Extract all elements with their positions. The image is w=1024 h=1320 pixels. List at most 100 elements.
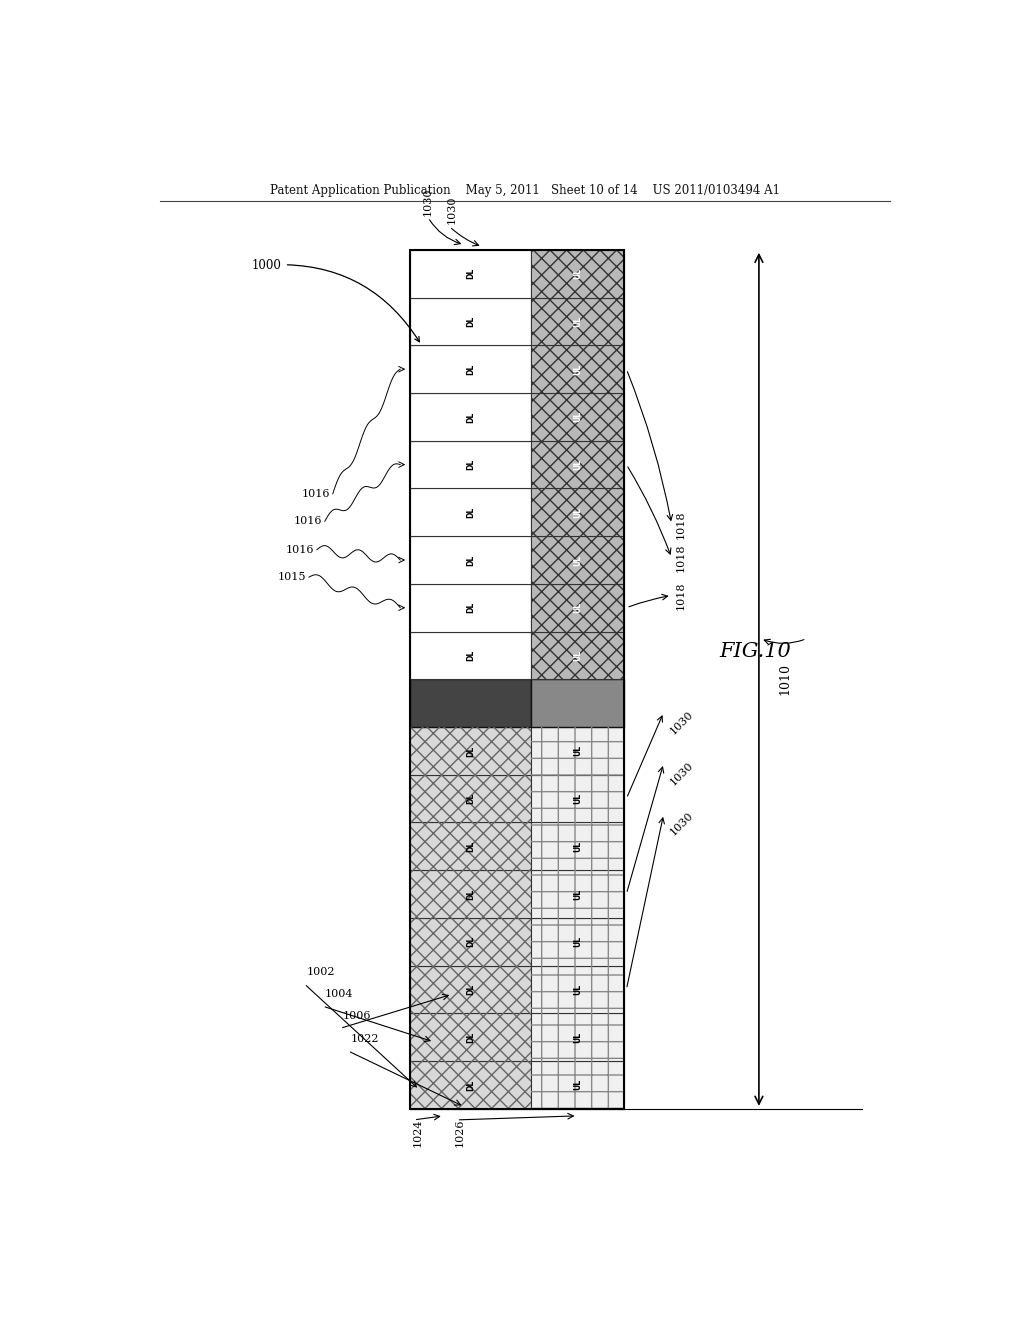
Text: DL: DL	[466, 602, 475, 614]
Text: DL: DL	[466, 412, 475, 422]
Text: UL: UL	[572, 983, 582, 995]
Bar	[410, 249, 624, 1109]
Text: 1030: 1030	[446, 195, 457, 224]
Text: UL: UL	[572, 1032, 582, 1043]
Bar	[410, 917, 530, 966]
Text: UL: UL	[572, 936, 582, 948]
Text: UL: UL	[572, 412, 582, 422]
Text: DL: DL	[466, 315, 475, 327]
Text: UL: UL	[572, 315, 582, 327]
Bar	[410, 1014, 530, 1061]
Text: 1016: 1016	[302, 488, 331, 499]
Bar	[530, 727, 624, 775]
Text: 1018: 1018	[676, 544, 686, 572]
Bar	[530, 393, 624, 441]
Text: 1006: 1006	[342, 1011, 371, 1022]
Bar	[410, 393, 530, 441]
Text: DL: DL	[466, 363, 475, 375]
Bar	[530, 346, 624, 393]
Text: 1022: 1022	[350, 1034, 379, 1044]
Text: 1030: 1030	[668, 810, 695, 838]
Text: 1018: 1018	[676, 581, 686, 610]
Bar	[410, 346, 530, 393]
Bar	[530, 297, 624, 346]
Text: UL: UL	[572, 554, 582, 565]
Bar	[410, 822, 530, 870]
Text: Patent Application Publication    May 5, 2011   Sheet 10 of 14    US 2011/010349: Patent Application Publication May 5, 20…	[269, 183, 780, 197]
Text: 1026: 1026	[455, 1119, 465, 1147]
Text: 1010: 1010	[779, 664, 792, 696]
Text: 1016: 1016	[294, 516, 323, 527]
Bar	[410, 631, 530, 680]
Bar	[410, 1014, 530, 1061]
Bar	[530, 822, 624, 870]
Text: DL: DL	[466, 459, 475, 470]
Text: UL: UL	[572, 793, 582, 804]
Bar	[410, 441, 530, 488]
Bar	[410, 966, 530, 1014]
Bar	[530, 488, 624, 536]
Text: DL: DL	[466, 268, 475, 280]
Bar	[530, 297, 624, 346]
Bar	[530, 488, 624, 536]
Text: DL: DL	[466, 746, 475, 756]
Text: 1024: 1024	[413, 1119, 423, 1147]
Bar	[530, 441, 624, 488]
Bar	[530, 775, 624, 822]
Bar	[410, 775, 530, 822]
Bar	[410, 249, 530, 297]
Bar	[530, 441, 624, 488]
Bar	[530, 1061, 624, 1109]
Text: DL: DL	[466, 1031, 475, 1043]
Bar	[410, 297, 530, 346]
Bar	[530, 917, 624, 966]
Text: UL: UL	[572, 602, 582, 614]
Bar	[530, 775, 624, 822]
Text: 1030: 1030	[668, 709, 695, 737]
Text: DL: DL	[466, 649, 475, 661]
Text: FIG.10: FIG.10	[719, 642, 791, 661]
Bar	[530, 680, 624, 727]
Text: UL: UL	[572, 268, 582, 280]
Text: UL: UL	[572, 1080, 582, 1090]
Text: UL: UL	[572, 507, 582, 517]
Bar	[530, 536, 624, 583]
Bar	[410, 822, 530, 870]
Bar	[410, 917, 530, 966]
Text: UL: UL	[572, 746, 582, 756]
Text: UL: UL	[572, 459, 582, 470]
Bar	[530, 966, 624, 1014]
Bar	[530, 917, 624, 966]
Bar	[530, 249, 624, 297]
Bar	[530, 1014, 624, 1061]
Bar	[410, 870, 530, 917]
Text: 1030: 1030	[668, 760, 695, 787]
Text: 1004: 1004	[325, 989, 353, 999]
Text: 1000: 1000	[252, 259, 420, 342]
Bar	[410, 1061, 530, 1109]
Text: DL: DL	[466, 983, 475, 995]
Text: DL: DL	[466, 507, 475, 517]
Bar	[530, 1014, 624, 1061]
Text: UL: UL	[572, 888, 582, 900]
Text: UL: UL	[572, 363, 582, 375]
Bar	[530, 249, 624, 297]
Text: UL: UL	[572, 841, 582, 851]
Text: UL: UL	[572, 649, 582, 661]
Bar	[530, 870, 624, 917]
Bar	[410, 536, 530, 583]
Bar	[530, 583, 624, 631]
Bar	[410, 727, 530, 775]
Text: DL: DL	[466, 841, 475, 851]
Text: 1018: 1018	[676, 510, 686, 539]
Text: 1015: 1015	[279, 572, 306, 582]
Text: DL: DL	[466, 554, 475, 566]
Bar	[530, 393, 624, 441]
Bar	[530, 583, 624, 631]
Bar	[410, 488, 530, 536]
Bar	[410, 727, 530, 775]
Bar	[530, 536, 624, 583]
Text: DL: DL	[466, 936, 475, 948]
Text: 1016: 1016	[286, 545, 314, 554]
Bar	[530, 822, 624, 870]
